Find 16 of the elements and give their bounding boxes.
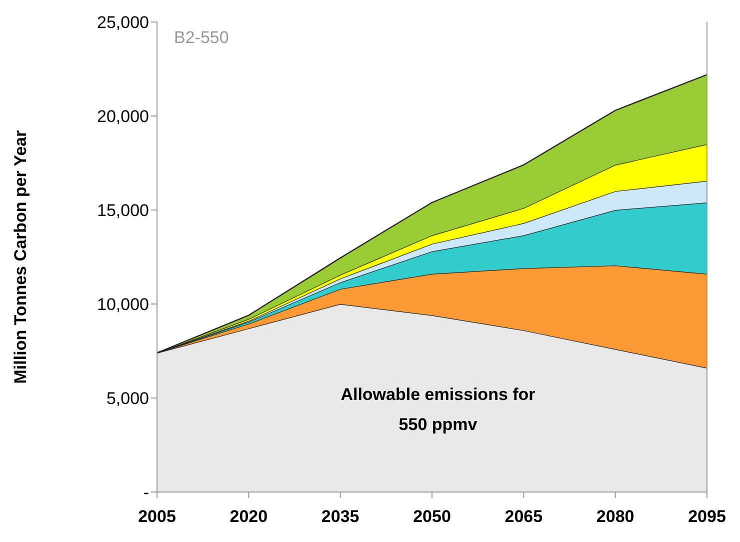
y-tick-label: 20,000 — [97, 107, 149, 126]
x-tick-label: 2020 — [230, 507, 268, 526]
y-tick-label: 5,000 — [106, 389, 149, 408]
y-tick-label: - — [143, 483, 149, 502]
y-axis-title: Million Tonnes Carbon per Year — [11, 130, 30, 384]
x-tick-label: 2095 — [688, 507, 726, 526]
x-tick-label: 2065 — [504, 507, 543, 526]
y-tick-label: 15,000 — [97, 201, 149, 220]
x-tick-label: 2050 — [413, 507, 451, 526]
x-tick-label: 2005 — [138, 507, 176, 526]
y-tick-label: 10,000 — [97, 295, 149, 314]
annotation: Allowable emissions for 550 ppmv — [340, 384, 536, 436]
x-tick-label: 2035 — [321, 507, 360, 526]
chart-title: B2-550 — [174, 28, 229, 48]
x-tick-label: 2080 — [596, 507, 634, 526]
y-tick-label: 25,000 — [97, 13, 149, 32]
